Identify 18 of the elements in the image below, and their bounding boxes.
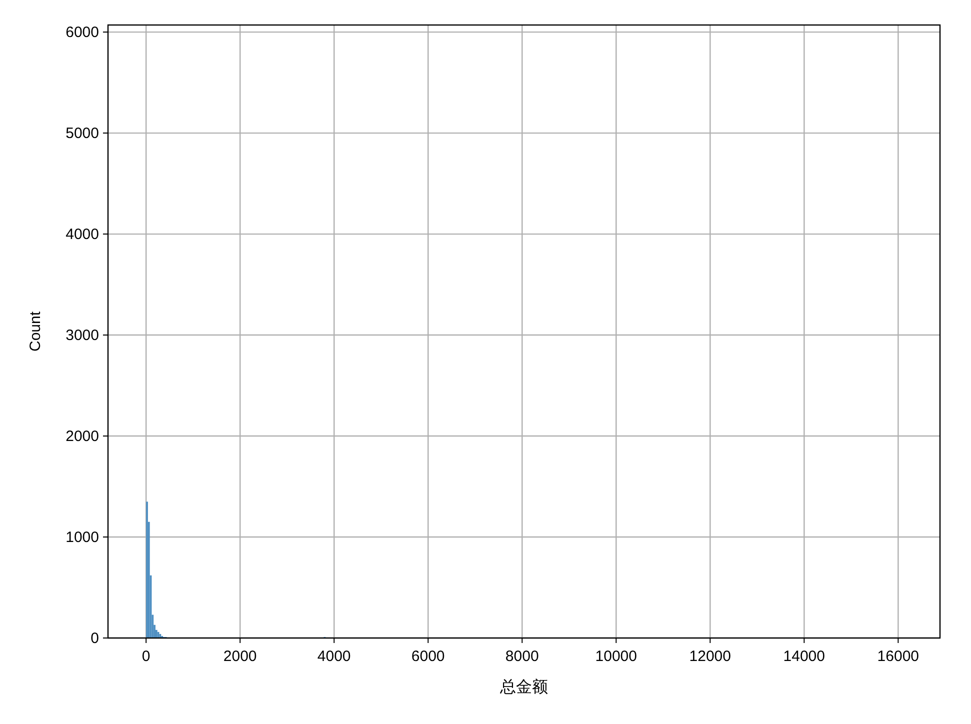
x-tick-label: 2000 xyxy=(223,648,257,665)
y-tick-label: 5000 xyxy=(66,125,99,142)
x-tick-label: 4000 xyxy=(317,648,351,665)
x-axis-title: 总金额 xyxy=(499,678,548,696)
x-tick-label: 10000 xyxy=(595,648,637,665)
y-tick-label: 4000 xyxy=(66,226,99,244)
y-tick-label: 2000 xyxy=(66,428,99,446)
x-tick-label: 12000 xyxy=(689,648,731,665)
y-tick-label: 6000 xyxy=(66,24,99,42)
x-tick-label: 16000 xyxy=(877,648,920,665)
y-tick-label: 0 xyxy=(90,630,99,647)
x-tick-label: 8000 xyxy=(505,648,539,665)
y-axis-title: Count xyxy=(27,310,44,352)
x-tick-label: 0 xyxy=(142,648,150,665)
x-tick-label: 6000 xyxy=(411,648,445,665)
y-tick-label: 3000 xyxy=(66,327,99,344)
y-tick-label: 1000 xyxy=(66,529,99,546)
x-tick-label: 14000 xyxy=(783,648,826,665)
